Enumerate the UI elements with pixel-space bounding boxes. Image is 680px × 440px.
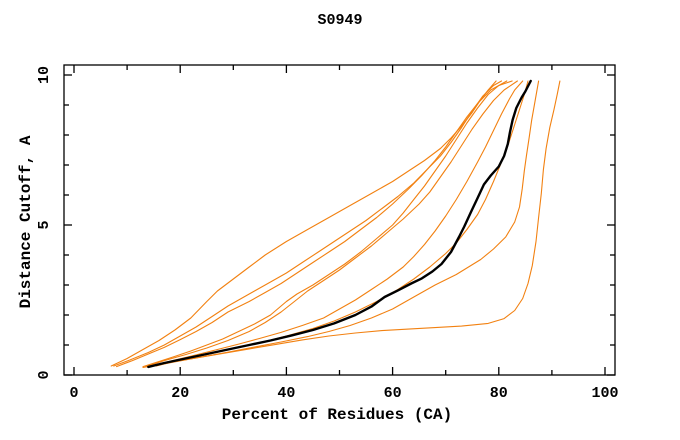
model-curve <box>115 80 508 368</box>
consensus-curve <box>147 79 532 369</box>
x-tick-label: 20 <box>171 385 189 402</box>
y-tick-label: 10 <box>36 66 53 84</box>
y-tick-labels: 0 5 10 <box>36 66 53 380</box>
x-tick-label: 40 <box>277 385 295 402</box>
model-curve <box>147 80 540 368</box>
x-tick-label: 60 <box>384 385 402 402</box>
model-curve <box>142 80 561 369</box>
model-curve <box>155 80 529 367</box>
chart-title: S0949 <box>317 12 362 29</box>
x-tick-labels: 0 20 40 60 80 100 <box>69 385 618 402</box>
model-curve <box>150 80 524 367</box>
model-curve <box>110 80 497 367</box>
model-curve <box>113 80 503 367</box>
x-axis-label: Percent of Residues (CA) <box>222 406 452 424</box>
curves-group <box>110 79 561 369</box>
x-tick-label: 0 <box>69 385 78 402</box>
y-tick-label: 5 <box>36 220 53 229</box>
model-curve <box>142 80 513 368</box>
model-curve <box>145 80 518 368</box>
x-tick-label: 100 <box>591 385 618 402</box>
y-tick-label: 0 <box>36 370 53 379</box>
x-tick-label: 80 <box>490 385 508 402</box>
y-axis-label: Distance Cutoff, A <box>17 135 35 308</box>
axis-ticks <box>64 65 615 376</box>
